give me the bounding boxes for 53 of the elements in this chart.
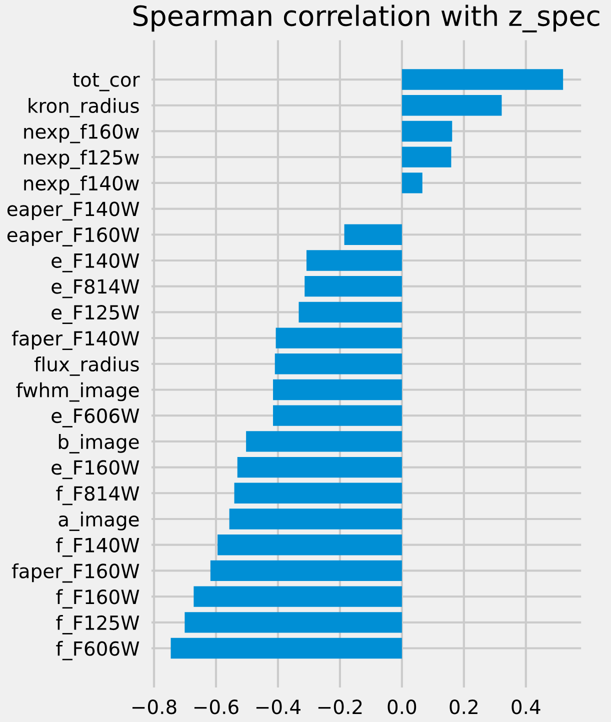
y-tick-label: f_F160W	[56, 589, 140, 609]
x-tick-label: −0.8	[132, 700, 176, 714]
bar	[402, 172, 422, 194]
bar	[218, 534, 402, 556]
chart-title: Spearman correlation with z_spec	[133, 4, 600, 32]
y-tick-label: eaper_F140W	[7, 202, 140, 221]
y-tick-label: e_F814W	[52, 279, 140, 298]
x-tick-label: 0.0	[388, 700, 416, 714]
y-tick-label: nexp_f125w	[24, 150, 139, 170]
bar	[229, 508, 402, 530]
bar	[402, 95, 502, 116]
y-tick-label: nexp_f140w	[24, 176, 139, 195]
y-tick-label: f_F140W	[56, 537, 140, 557]
bar	[273, 379, 402, 400]
y-tick-label: b_image	[58, 434, 139, 454]
x-tick-label: −0.2	[318, 700, 362, 714]
bar	[344, 224, 402, 245]
x-tick-label: −0.6	[194, 700, 238, 714]
y-tick-label: e_F606W	[52, 408, 140, 428]
bar	[298, 302, 402, 323]
x-tick-label: 0.4	[512, 700, 540, 714]
bar	[234, 482, 402, 504]
y-tick-label: a_image	[58, 512, 139, 531]
bar	[402, 146, 452, 168]
bar	[304, 276, 402, 297]
y-tick-label: kron_radius	[28, 98, 139, 118]
bar	[210, 560, 402, 582]
bar	[246, 431, 402, 452]
y-tick-label: f_F814W	[56, 486, 140, 506]
bar	[274, 354, 402, 374]
y-tick-label: eaper_F160W	[7, 227, 140, 246]
y-tick-label: fwhm_image	[16, 382, 139, 402]
bar	[402, 69, 564, 90]
y-tick-label: e_F125W	[52, 304, 140, 324]
y-tick-label: e_F160W	[52, 460, 140, 480]
y-tick-label: faper_F140W	[12, 330, 140, 350]
y-tick-label: nexp_f160w	[24, 124, 139, 144]
y-tick-label: e_F140W	[52, 253, 140, 272]
y-tick-label: faper_F160W	[12, 563, 140, 583]
y-tick-label: tot_cor	[72, 72, 140, 92]
bar	[402, 120, 452, 142]
bar	[184, 612, 402, 633]
bar	[273, 405, 402, 426]
bar	[237, 456, 402, 478]
x-tick-label: −0.4	[256, 700, 300, 714]
y-tick-label: f_F125W	[56, 615, 140, 634]
bar	[170, 638, 402, 659]
bar	[194, 586, 402, 607]
y-tick-label: f_F606W	[56, 640, 140, 660]
y-tick-label: flux_radius	[34, 356, 139, 376]
x-tick-label: 0.2	[450, 700, 478, 714]
bar	[306, 250, 402, 271]
bar	[276, 328, 402, 348]
